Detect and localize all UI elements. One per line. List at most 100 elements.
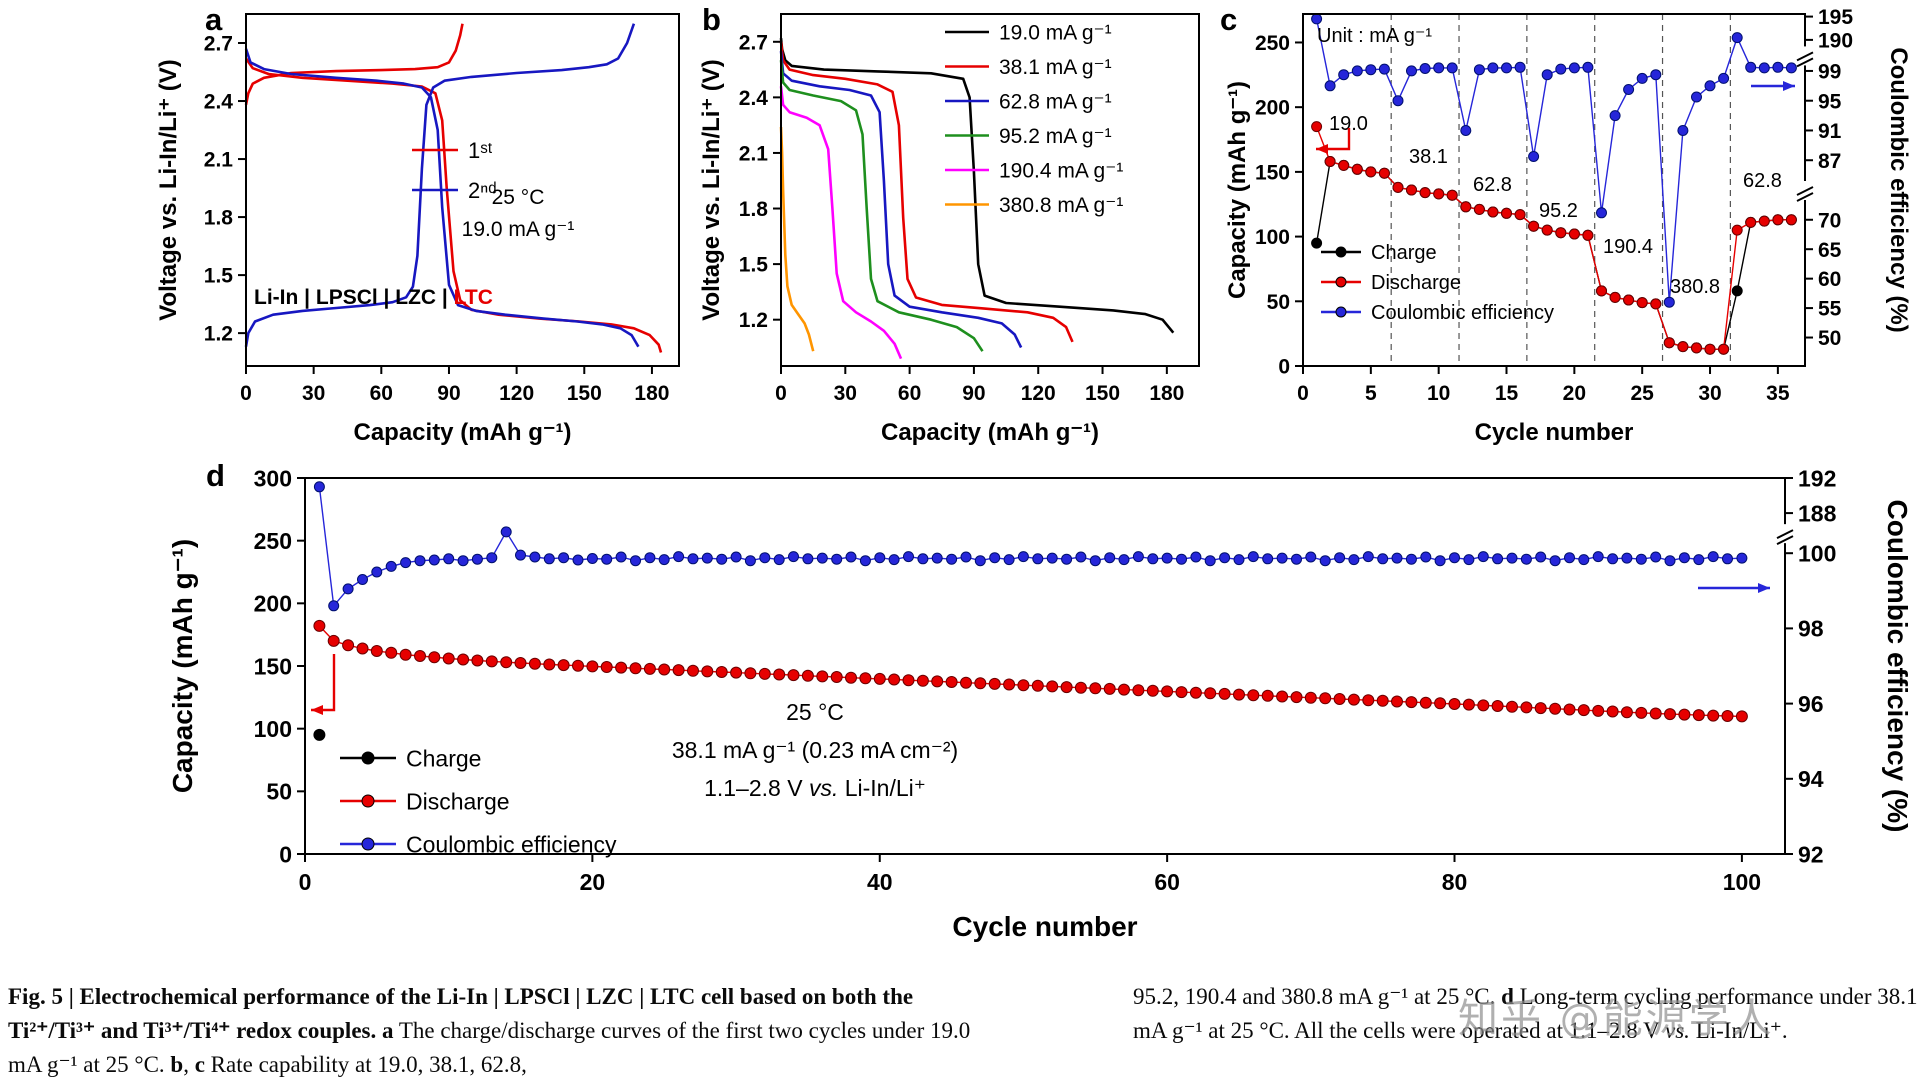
- y-axis-title: Voltage vs. Li-In/Li⁺ (V): [698, 59, 725, 321]
- marker-coulombic-efficiency: [1392, 95, 1404, 107]
- marker-coulombic-efficiency: [1528, 151, 1540, 162]
- marker-coulombic-efficiency: [1718, 72, 1730, 84]
- marker-discharge: [1506, 700, 1518, 713]
- marker-discharge: [1311, 121, 1323, 133]
- marker-discharge: [1392, 181, 1404, 193]
- marker-discharge: [1017, 679, 1030, 692]
- marker-discharge: [1161, 685, 1174, 698]
- series-rate-190.4: [779, 86, 903, 360]
- marker-discharge: [514, 657, 527, 669]
- marker-coulombic-efficiency: [615, 551, 627, 563]
- panel-d-chart: 0 20 40 60 80 100 0 50 100 150 200 250 300 92 94 96 98 10…: [167, 465, 1913, 942]
- caption-segment: The charge/discharge curves of the first…: [8, 1018, 971, 1077]
- marker-discharge: [1146, 684, 1159, 697]
- x-tick-label: 120: [1021, 382, 1056, 405]
- legend-label: 19.0 mA g⁻¹: [999, 22, 1112, 45]
- caption-segment: a: [382, 1018, 394, 1043]
- legend-label: 38.1 mA g⁻¹: [999, 56, 1112, 79]
- marker-coulombic-efficiency: [1535, 551, 1547, 563]
- axis-break-mark: [1776, 535, 1794, 546]
- marker-discharge: [1606, 705, 1619, 718]
- legend-marker: [1335, 276, 1347, 288]
- marker-discharge: [1649, 707, 1662, 720]
- legend-label: 1ˢᵗ: [468, 138, 493, 163]
- marker-coulombic-efficiency: [1291, 553, 1302, 565]
- marker-coulombic-efficiency: [1758, 62, 1770, 74]
- caption-segment: vs.: [1665, 1018, 1690, 1043]
- series-rate-380.8: [779, 126, 815, 352]
- x-tick-label: 20: [1563, 382, 1586, 405]
- marker-discharge: [801, 669, 814, 682]
- marker-discharge: [1691, 342, 1702, 354]
- y-tick-label: 1.2: [204, 323, 233, 346]
- marker-discharge: [1745, 216, 1757, 228]
- y-axis-title: Capacity (mAh g⁻¹): [167, 539, 198, 793]
- arrow-head: [1316, 144, 1328, 154]
- marker-discharge: [442, 652, 455, 665]
- marker-discharge: [859, 672, 872, 685]
- annotation: 38.1 mA g⁻¹ (0.23 mA cm⁻²): [672, 737, 958, 763]
- y-tick-label: 1.5: [739, 254, 769, 277]
- marker-coulombic-efficiency: [1460, 125, 1472, 136]
- marker-coulombic-efficiency: [773, 554, 785, 566]
- marker-discharge: [1434, 697, 1447, 710]
- marker-discharge: [600, 661, 613, 673]
- y-tick-label: 250: [1255, 32, 1290, 55]
- series-rate-38.1: [779, 41, 1074, 343]
- series-coulombic-efficiency: [318, 486, 1742, 607]
- y-axis-title: Capacity (mAh g⁻¹): [1224, 81, 1251, 299]
- marker-coulombic-efficiency: [974, 555, 986, 567]
- marker-coulombic-efficiency: [673, 551, 685, 563]
- x-tick-label: 60: [898, 382, 921, 405]
- annotation-segment: vs.: [809, 775, 838, 801]
- marker-coulombic-efficiency: [1334, 552, 1346, 564]
- marker-coulombic-efficiency: [1564, 552, 1575, 564]
- right-tick-label: 92: [1798, 841, 1824, 867]
- marker-discharge: [1577, 704, 1590, 717]
- marker-coulombic-efficiency: [1520, 553, 1532, 565]
- marker-discharge: [1218, 687, 1231, 700]
- marker-discharge: [1261, 689, 1274, 702]
- marker-coulombic-efficiency: [1592, 551, 1604, 563]
- marker-discharge: [988, 677, 1001, 690]
- marker-discharge: [974, 677, 987, 690]
- y-tick-label: 2.4: [204, 91, 234, 114]
- marker-discharge: [773, 668, 786, 681]
- right-tick-label: 65: [1818, 239, 1842, 262]
- marker-discharge: [1132, 684, 1145, 697]
- marker-coulombic-efficiency: [1391, 552, 1403, 564]
- marker-coulombic-efficiency: [371, 566, 383, 578]
- y-tick-label: 2.1: [739, 143, 769, 166]
- marker-coulombic-efficiency: [1147, 553, 1159, 565]
- annotation: 25 °C: [786, 699, 844, 725]
- marker-coulombic-efficiency: [874, 552, 886, 564]
- annotation: Unit : mA g⁻¹: [1317, 25, 1432, 47]
- marker-coulombic-efficiency: [1785, 62, 1797, 74]
- marker-coulombic-efficiency: [931, 552, 943, 564]
- annotation: 38.1: [1409, 146, 1448, 168]
- marker-discharge: [1189, 686, 1202, 699]
- annotation-segment: Li-In/Li⁺: [838, 775, 926, 801]
- annotation: 25 °C: [492, 186, 545, 209]
- x-tick-label: 35: [1766, 382, 1790, 405]
- marker-coulombic-efficiency: [1636, 72, 1648, 84]
- marker-coulombic-efficiency: [1233, 554, 1245, 566]
- marker-coulombic-efficiency: [730, 551, 742, 563]
- marker-coulombic-efficiency: [385, 560, 397, 572]
- marker-coulombic-efficiency: [1514, 61, 1526, 73]
- marker-coulombic-efficiency: [1693, 554, 1705, 566]
- marker-discharge: [1276, 690, 1289, 703]
- marker-coulombic-efficiency: [529, 551, 541, 563]
- legend-label: 95.2 mA g⁻¹: [999, 125, 1112, 148]
- marker-coulombic-efficiency: [1596, 207, 1607, 219]
- marker-discharge: [1362, 694, 1375, 707]
- marker-coulombic-efficiency: [1338, 69, 1350, 81]
- axis-break-mark: [1796, 192, 1814, 202]
- marker-discharge: [1060, 681, 1073, 694]
- marker-coulombic-efficiency: [1609, 110, 1621, 122]
- marker-discharge: [1406, 184, 1417, 196]
- legend-label: 2ⁿᵈ: [468, 178, 497, 203]
- marker-coulombic-efficiency: [831, 553, 843, 565]
- panel-c-chart: 0 5 10 15 20 25 30 35 0 50 100 150 200 250 50 55 60 65 70 8…: [1224, 6, 1912, 446]
- marker-discharge: [327, 634, 340, 647]
